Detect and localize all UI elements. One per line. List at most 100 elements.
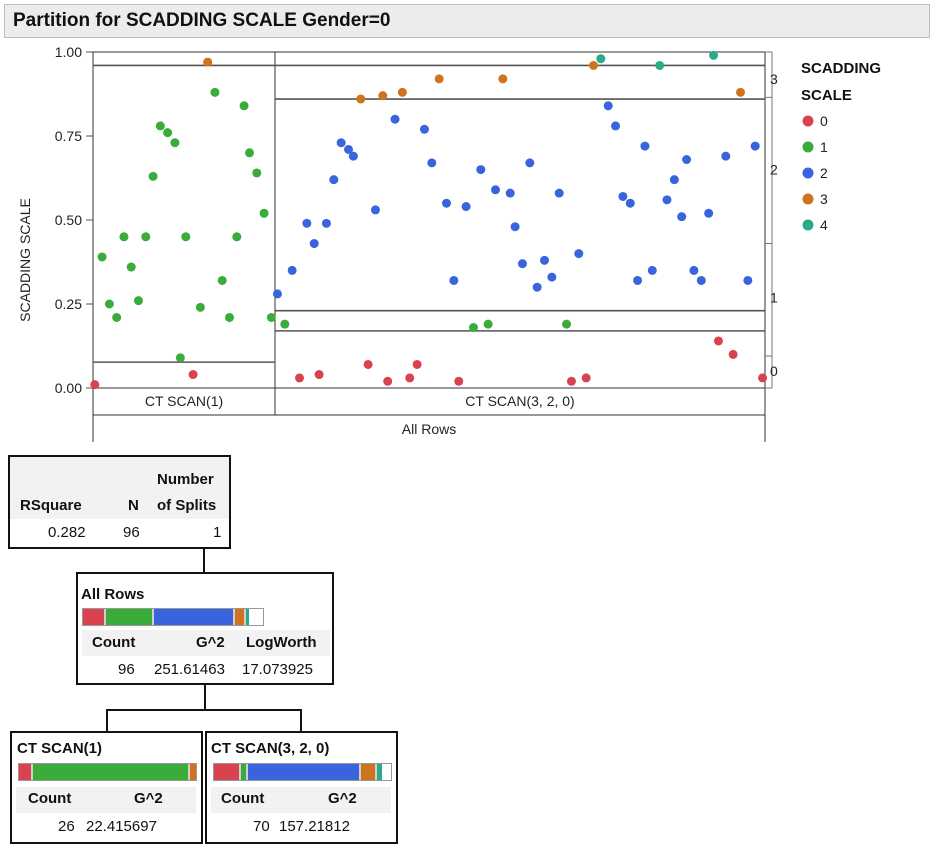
data-point xyxy=(468,323,478,333)
data-point xyxy=(709,50,719,60)
data-point xyxy=(217,275,227,285)
connector-root-down xyxy=(204,684,206,710)
proportion-segment xyxy=(154,609,236,625)
data-point xyxy=(188,370,198,380)
data-point xyxy=(696,275,706,285)
data-point xyxy=(259,208,269,218)
header-logworth: LogWorth xyxy=(246,634,317,651)
data-point xyxy=(647,265,657,275)
header-n: N xyxy=(128,497,139,514)
header-g2: G^2 xyxy=(328,790,357,807)
data-point xyxy=(195,302,205,312)
connector-left xyxy=(106,709,108,731)
data-point xyxy=(119,232,129,242)
header-count: Count xyxy=(221,790,265,807)
data-point xyxy=(90,380,100,390)
g2-value: 251.61463 xyxy=(154,661,225,678)
node-ct-scan-3-2-0[interactable]: CT SCAN(3, 2, 0) Count G^2 70 157.21812 xyxy=(205,731,398,844)
data-points xyxy=(90,50,768,390)
data-point xyxy=(181,232,191,242)
node-title: All Rows xyxy=(81,586,145,603)
window-title: Partition for SCADDING SCALE Gender=0 xyxy=(13,10,391,31)
data-point xyxy=(713,336,723,346)
data-point xyxy=(155,121,165,131)
data-point xyxy=(163,128,173,138)
data-point xyxy=(245,148,255,158)
data-point xyxy=(491,185,500,195)
data-point xyxy=(336,138,346,148)
x-group-label-2: CT SCAN(3, 2, 0) xyxy=(465,393,574,409)
node-all-rows[interactable]: All Rows Count G^2 LogWorth 96 251.61463… xyxy=(76,572,334,685)
data-point xyxy=(611,121,621,131)
n-value: 96 xyxy=(123,524,140,541)
legend-label: 4 xyxy=(820,217,828,233)
data-point xyxy=(280,319,290,329)
data-point xyxy=(449,275,459,285)
logworth-value: 17.073925 xyxy=(242,661,313,678)
connector-horizontal xyxy=(106,709,302,711)
data-point xyxy=(390,114,400,124)
y-tick-label: 0.50 xyxy=(55,212,82,228)
data-point xyxy=(476,165,486,175)
header-g2: G^2 xyxy=(134,790,163,807)
plot-frame xyxy=(92,51,766,389)
node-title: CT SCAN(3, 2, 0) xyxy=(211,740,330,757)
data-point xyxy=(461,202,471,212)
header-splits-1: Number xyxy=(157,471,214,488)
legend-label: 2 xyxy=(820,165,828,181)
g2-value: 22.415697 xyxy=(86,818,157,835)
data-point xyxy=(633,275,643,285)
data-point xyxy=(287,265,297,275)
data-point xyxy=(640,141,650,151)
header-rsquare: RSquare xyxy=(20,497,82,514)
data-point xyxy=(170,138,180,148)
proportion-bar xyxy=(82,608,264,626)
data-point xyxy=(510,222,520,232)
data-point xyxy=(348,151,358,161)
data-point xyxy=(329,175,339,185)
header-count: Count xyxy=(92,634,136,651)
proportion-segment xyxy=(247,764,361,780)
data-point xyxy=(689,265,699,275)
node-ct-scan-1[interactable]: CT SCAN(1) Count G^2 26 22.415697 xyxy=(10,731,203,844)
data-point xyxy=(603,101,613,111)
legend-label: 3 xyxy=(820,191,828,207)
data-point xyxy=(581,373,591,383)
data-point xyxy=(203,57,213,67)
count-value: 26 xyxy=(58,818,75,835)
data-point xyxy=(148,171,158,181)
data-point xyxy=(405,373,415,383)
proportion-segment xyxy=(214,764,241,780)
legend-swatch xyxy=(802,167,814,179)
legend-title-1: SCADDING xyxy=(801,60,881,77)
data-point xyxy=(252,168,262,178)
legend-label: 0 xyxy=(820,113,828,129)
data-point xyxy=(363,359,373,369)
data-point xyxy=(370,205,380,215)
data-point xyxy=(112,312,122,322)
data-point xyxy=(750,141,760,151)
data-point xyxy=(566,376,576,386)
data-point xyxy=(525,158,535,168)
right-axis-label: 2 xyxy=(770,162,778,178)
data-point xyxy=(517,259,527,269)
data-point xyxy=(302,218,312,228)
data-point xyxy=(532,282,542,292)
data-point xyxy=(655,60,665,70)
legend-swatch xyxy=(802,219,814,231)
title-bar: Partition for SCADDING SCALE Gender=0 xyxy=(4,4,930,38)
data-point xyxy=(682,155,692,165)
data-point xyxy=(758,373,768,383)
data-point xyxy=(141,232,151,242)
x-all-rows-label: All Rows xyxy=(402,421,456,437)
right-axis-label: 3 xyxy=(770,71,778,87)
proportion-segment xyxy=(189,764,196,780)
data-point xyxy=(721,151,731,161)
data-point xyxy=(554,188,564,198)
data-point xyxy=(625,198,635,208)
legend-swatch xyxy=(802,193,814,205)
proportion-segment xyxy=(105,609,155,625)
y-tick-label: 0.25 xyxy=(55,296,82,312)
data-point xyxy=(662,195,672,205)
data-point xyxy=(618,191,628,201)
